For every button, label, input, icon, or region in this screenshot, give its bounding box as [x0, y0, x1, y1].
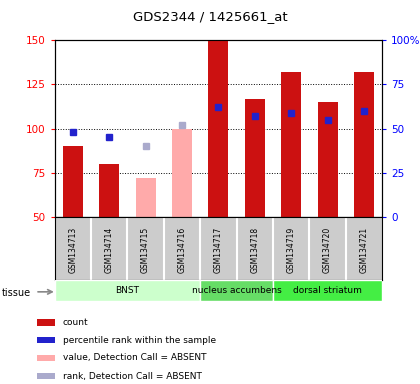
Bar — [354, 72, 374, 217]
Bar — [37, 337, 55, 343]
Text: value, Detection Call = ABSENT: value, Detection Call = ABSENT — [63, 353, 206, 362]
Bar — [63, 146, 83, 217]
Text: nucleus accumbens: nucleus accumbens — [192, 286, 281, 295]
Text: GSM134717: GSM134717 — [214, 227, 223, 273]
Bar — [37, 319, 55, 326]
Text: GSM134716: GSM134716 — [178, 227, 186, 273]
Bar — [200, 280, 273, 301]
Bar — [273, 280, 382, 301]
Text: percentile rank within the sample: percentile rank within the sample — [63, 336, 216, 345]
Text: GSM134721: GSM134721 — [360, 227, 368, 273]
Bar — [281, 72, 301, 217]
Text: dorsal striatum: dorsal striatum — [293, 286, 362, 295]
Bar — [208, 40, 228, 217]
Bar — [245, 99, 265, 217]
Text: GSM134714: GSM134714 — [105, 227, 114, 273]
Text: GSM134720: GSM134720 — [323, 227, 332, 273]
Text: rank, Detection Call = ABSENT: rank, Detection Call = ABSENT — [63, 372, 202, 381]
Bar — [99, 164, 119, 217]
Text: BNST: BNST — [116, 286, 139, 295]
Bar — [172, 129, 192, 217]
Text: GSM134718: GSM134718 — [250, 227, 259, 273]
Bar — [136, 178, 155, 217]
Bar — [55, 280, 200, 301]
Text: GSM134719: GSM134719 — [287, 227, 296, 273]
Text: tissue: tissue — [2, 288, 31, 298]
Bar — [37, 373, 55, 379]
Bar — [37, 355, 55, 361]
Text: GSM134715: GSM134715 — [141, 227, 150, 273]
Text: GSM134713: GSM134713 — [68, 227, 77, 273]
Text: count: count — [63, 318, 88, 327]
Text: GDS2344 / 1425661_at: GDS2344 / 1425661_at — [133, 10, 287, 23]
Bar — [318, 102, 338, 217]
